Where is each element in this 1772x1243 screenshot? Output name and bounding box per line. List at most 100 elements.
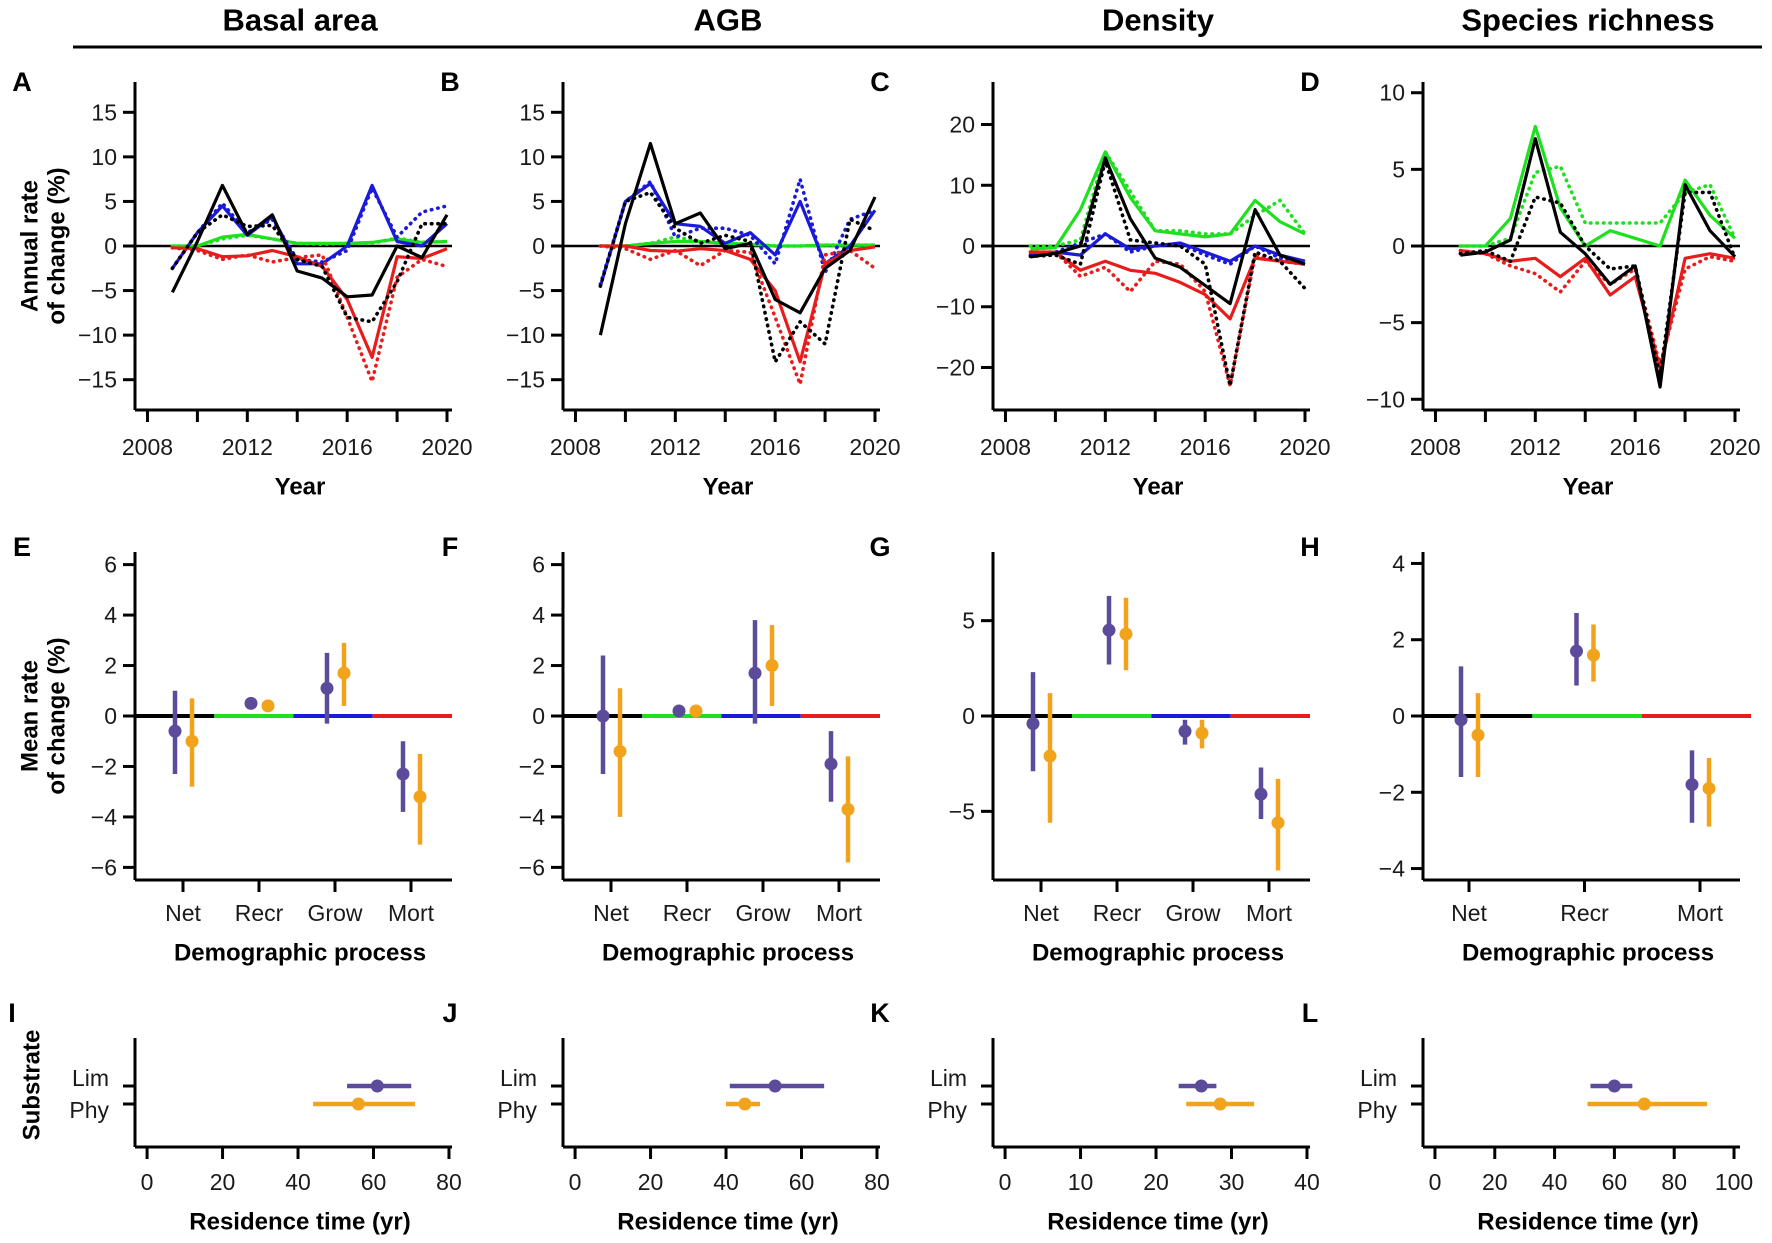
x-tick-label: 20 [638, 1169, 664, 1195]
y-tick-label: −6 [519, 854, 545, 880]
column-header: Species richness [1461, 3, 1714, 38]
x-tick-label: 20 [1143, 1169, 1169, 1195]
y-tick-label: 2 [1392, 627, 1405, 653]
panel-letter: A [12, 67, 32, 97]
panel-c: C −20 −10 0 10 20 2008 2012 2016 2020 Year [870, 67, 1330, 501]
y-tick-label: 5 [104, 188, 117, 214]
y-tick-label: Lim [500, 1065, 537, 1091]
point-phy [689, 704, 703, 718]
panel-letter: J [442, 998, 457, 1028]
point-lim [824, 757, 838, 771]
point-phy [351, 1097, 365, 1111]
point-lim [1685, 778, 1699, 792]
x-tick-label: Grow [736, 900, 791, 926]
y-tick-label: 4 [1392, 550, 1405, 576]
y-tick-label: 0 [1392, 233, 1405, 259]
y-tick-label: Phy [497, 1097, 537, 1123]
y-tick-label: 5 [962, 608, 975, 634]
x-axis-title: Year [703, 474, 754, 501]
panel-letter: L [1302, 998, 1319, 1028]
y-axis-title: Mean rate [17, 660, 44, 772]
x-tick-label: 10 [1068, 1169, 1094, 1195]
x-axis-title: Year [1133, 474, 1184, 501]
x-tick-label: 80 [864, 1169, 890, 1195]
series-net-dotted [598, 190, 877, 364]
x-tick-label: 2016 [322, 434, 373, 460]
x-tick-label: 0 [569, 1169, 582, 1195]
series-net-solid [598, 141, 877, 336]
x-tick-label: 60 [361, 1169, 387, 1195]
x-tick-label: 2020 [421, 434, 472, 460]
point-lim [168, 724, 182, 738]
point-phy [1702, 781, 1716, 795]
point-phy [185, 734, 199, 748]
y-axis-title: of change (%) [44, 637, 71, 794]
series-net-dotted [1458, 190, 1737, 379]
point-lim [1102, 623, 1116, 637]
series-recr-dotted [1458, 164, 1737, 248]
y-tick-label: −2 [1379, 779, 1405, 805]
y-tick-label: −10 [506, 322, 545, 348]
point-lim [244, 696, 258, 710]
x-axis-title: Demographic process [1032, 940, 1284, 967]
y-tick-label: 10 [519, 144, 545, 170]
y-tick-label: Phy [927, 1097, 967, 1123]
panel-letter: D [1300, 67, 1320, 97]
panel-k: K Lim Phy 0 10 20 30 40 Residence time (yr) [870, 998, 1320, 1236]
panel-d: D −10 −5 0 5 10 2008 2012 2016 2020 Year [1300, 67, 1760, 501]
x-axis-title: Year [1563, 474, 1614, 501]
x-tick-label: Grow [308, 900, 363, 926]
column-header: Density [1102, 3, 1215, 38]
x-tick-label: 40 [1542, 1169, 1568, 1195]
series-net-solid [1460, 137, 1737, 389]
x-tick-label: Mort [1246, 900, 1293, 926]
y-tick-label: 4 [104, 602, 117, 628]
y-tick-label: 6 [532, 552, 545, 578]
x-tick-label: 20 [1482, 1169, 1508, 1195]
x-tick-label: Grow [1166, 900, 1221, 926]
series-net-dotted [1028, 159, 1307, 388]
point-phy [261, 699, 275, 713]
point-lim [1178, 724, 1192, 738]
x-tick-label: 80 [436, 1169, 462, 1195]
y-tick-label: −5 [1379, 310, 1405, 336]
y-tick-label: Phy [69, 1097, 109, 1123]
y-tick-label: −20 [936, 354, 975, 380]
y-tick-label: 0 [532, 703, 545, 729]
y-tick-label: 5 [1392, 156, 1405, 182]
series-recr-solid [1460, 124, 1737, 248]
x-tick-label: Net [1451, 900, 1487, 926]
x-axis-title: Residence time (yr) [1047, 1209, 1268, 1236]
x-tick-label: Recr [663, 900, 712, 926]
x-tick-label: 60 [789, 1169, 815, 1195]
x-tick-label: Mort [388, 900, 435, 926]
y-tick-label: Lim [1360, 1065, 1397, 1091]
series-mort-solid [1030, 250, 1306, 321]
panel-h: H −4 −2 0 2 4 Net Recr Mort Demographic process [1300, 532, 1751, 967]
y-axis-title: Substrate [19, 1030, 46, 1141]
x-tick-label: 2020 [1279, 434, 1330, 460]
y-tick-label: Phy [1357, 1097, 1397, 1123]
x-tick-label: 2012 [222, 434, 273, 460]
y-tick-label: −10 [1366, 386, 1405, 412]
y-tick-label: −5 [91, 278, 117, 304]
x-axis-title: Year [275, 474, 326, 501]
series-mort-dotted [170, 246, 449, 384]
panel-letter: H [1300, 532, 1320, 562]
point-phy [1471, 728, 1485, 742]
panel-letter: B [440, 67, 460, 97]
x-tick-label: 2012 [1080, 434, 1131, 460]
point-lim [748, 666, 762, 680]
x-tick-label: 2016 [1180, 434, 1231, 460]
panel-b: B −15 −10 −5 0 5 10 15 2008 2012 2016 2020 Year [440, 67, 900, 501]
series-recr-solid [172, 232, 448, 248]
series-net-dotted [170, 213, 449, 324]
y-tick-label: Lim [930, 1065, 967, 1091]
series-mort-solid [1460, 249, 1736, 371]
series-mort-solid [600, 244, 876, 364]
y-axis-title: of change (%) [44, 167, 71, 324]
y-tick-label: 0 [104, 233, 117, 259]
y-tick-label: 2 [532, 653, 545, 679]
x-tick-label: Net [593, 900, 629, 926]
column-header: Basal area [222, 3, 378, 38]
